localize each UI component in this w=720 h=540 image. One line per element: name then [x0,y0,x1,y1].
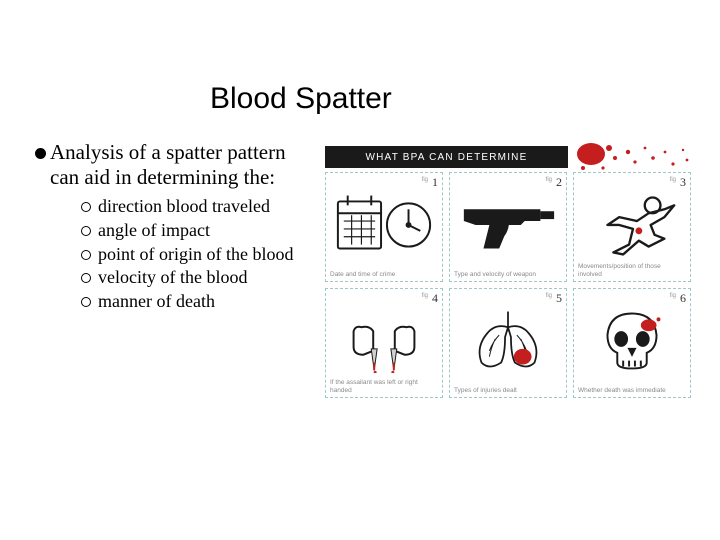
figure-cell-5: fig 5 Types of injuries dealt [449,288,567,398]
fig-label: fig [422,293,428,299]
fig-number: 2 [556,175,562,190]
bullet-ring [81,273,91,283]
sub-text: point of origin of the blood [98,244,293,266]
fig-number: 4 [432,291,438,306]
list-item: velocity of the blood [81,267,315,289]
figure-cell-3: fig 3 Movements/position of those involv… [573,172,691,282]
figure-cell-4: fig 4 [325,288,443,398]
calendar-clock-icon [332,191,436,257]
sub-text: angle of impact [98,220,210,242]
sub-list: direction blood traveled angle of impact… [81,196,315,312]
pistol-icon [456,191,560,257]
figure-cell-6: fig 6 Whether death was immediate [573,288,691,398]
bullet-ring [81,202,91,212]
bullet-dot [35,148,46,159]
list-item: manner of death [81,291,315,313]
figure-grid: fig 1 [325,172,695,398]
bullet-ring [81,297,91,307]
bullet-ring [81,250,91,260]
fig-caption: Types of injuries dealt [454,387,562,394]
figure-cell-2: fig 2 Type and velocity of weapon [449,172,567,282]
body-outline-icon [580,191,684,257]
bullet-ring [81,226,91,236]
page-title: Blood Spatter [210,82,392,116]
fig-label: fig [546,177,552,183]
fig-caption: If the assailant was left or right hande… [330,379,438,394]
fig-caption: Whether death was immediate [578,387,686,394]
fig-number: 3 [680,175,686,190]
lungs-icon [456,307,560,373]
fig-caption: Date and time of crime [330,271,438,278]
fig-label: fig [670,177,676,183]
infographic: WHAT BPA CAN DETERMINE fig 1 [325,146,695,398]
sub-text: manner of death [98,291,215,313]
banner-text: WHAT BPA CAN DETERMINE [366,152,528,163]
fig-caption: Type and velocity of weapon [454,271,562,278]
fig-label: fig [422,177,428,183]
fig-caption: Movements/position of those involved [578,263,686,278]
fig-number: 1 [432,175,438,190]
sub-text: direction blood traveled [98,196,270,218]
fig-label: fig [670,293,676,299]
main-bullet: Analysis of a spatter pattern can aid in… [35,140,315,190]
sub-text: velocity of the blood [98,267,247,289]
fig-number: 6 [680,291,686,306]
banner: WHAT BPA CAN DETERMINE [325,146,568,168]
text-content: Analysis of a spatter pattern can aid in… [35,140,315,314]
hands-knife-icon [332,307,436,373]
fig-label: fig [546,293,552,299]
list-item: angle of impact [81,220,315,242]
list-item: direction blood traveled [81,196,315,218]
list-item: point of origin of the blood [81,244,315,266]
skull-icon [580,307,684,373]
fig-number: 5 [556,291,562,306]
main-text: Analysis of a spatter pattern can aid in… [50,140,315,190]
figure-cell-1: fig 1 [325,172,443,282]
